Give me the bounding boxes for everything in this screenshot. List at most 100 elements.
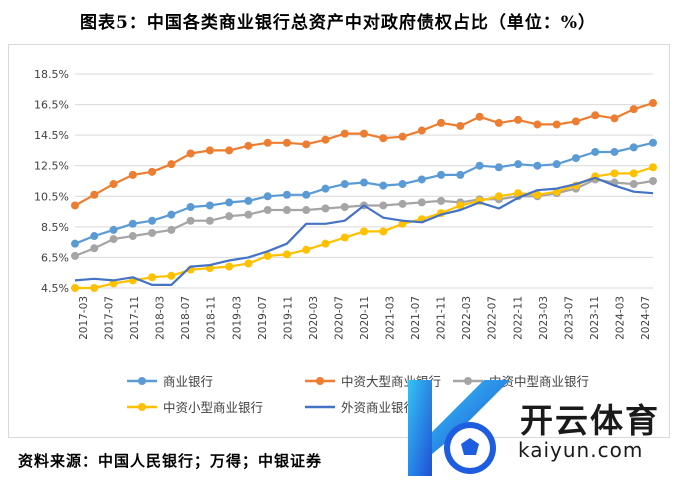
- data-point: [649, 138, 657, 147]
- data-point: [398, 199, 407, 208]
- data-point: [398, 132, 407, 141]
- legend-label: 外资商业银行: [341, 400, 416, 415]
- data-point: [360, 129, 368, 138]
- data-point: [186, 149, 195, 158]
- data-point: [90, 284, 99, 292]
- data-point: [205, 216, 214, 225]
- data-point: [263, 192, 272, 201]
- chart-frame: 4.5% 6.5% 8.5% 10.5% 12.5% 14.5% 16.5% 18.5% 20…: [8, 44, 670, 438]
- data-point: [282, 206, 291, 215]
- data-point: [379, 227, 388, 236]
- y-tick-label: 12.5%: [34, 160, 69, 173]
- x-tick-label: 2019-07: [257, 296, 269, 340]
- data-point: [571, 154, 580, 163]
- legend-label: 中资小型商业银行: [163, 400, 263, 415]
- data-point: [302, 140, 311, 149]
- data-point: [90, 190, 99, 199]
- data-point: [128, 232, 137, 241]
- data-point: [610, 147, 619, 156]
- data-point: [167, 160, 176, 169]
- y-tick-label: 4.5%: [41, 282, 69, 295]
- legend-swatch-marker: [138, 403, 146, 411]
- data-point: [456, 201, 465, 210]
- data-point: [263, 206, 272, 215]
- data-point: [649, 177, 657, 185]
- x-tick-label: 2019-03: [231, 296, 243, 340]
- watermark-name-en: kaiyun.com: [518, 438, 644, 462]
- data-point: [340, 202, 349, 211]
- data-point: [282, 190, 291, 199]
- legend-swatch-marker: [464, 377, 472, 385]
- x-tick-label: 2020-11: [359, 296, 371, 340]
- y-tick-label: 6.5%: [41, 251, 69, 264]
- x-tick-label: 2017-07: [104, 296, 116, 340]
- data-point: [514, 160, 523, 169]
- data-point: [437, 196, 446, 205]
- x-tick-label: 2024-07: [640, 296, 652, 340]
- data-point: [205, 146, 214, 155]
- x-tick-label: 2023-03: [538, 296, 550, 340]
- legend-swatch-marker: [138, 377, 146, 385]
- data-point: [225, 146, 234, 155]
- x-tick-label: 2021-11: [436, 296, 448, 340]
- data-point: [475, 112, 484, 121]
- x-tick-label: 2021-07: [410, 296, 422, 340]
- data-point: [591, 111, 600, 120]
- data-point: [109, 225, 118, 234]
- line-chart: 4.5% 6.5% 8.5% 10.5% 12.5% 14.5% 16.5% 18.5% 20…: [34, 68, 657, 415]
- watermark-logo: 开云体育 kaiyun.com: [398, 372, 674, 484]
- series-line: [74, 176, 654, 286]
- data-point: [456, 121, 465, 130]
- data-point: [186, 202, 195, 211]
- data-point: [398, 180, 407, 189]
- data-point: [629, 169, 638, 178]
- k-stem-shape: [408, 380, 432, 476]
- x-tick-label: 2018-07: [180, 296, 192, 340]
- data-point: [379, 181, 388, 190]
- x-tick-label: 2020-03: [308, 296, 320, 340]
- data-point: [90, 232, 99, 241]
- data-point: [244, 196, 253, 205]
- data-point: [71, 201, 79, 210]
- x-tick-label: 2022-11: [512, 296, 524, 340]
- data-point: [360, 178, 368, 187]
- data-point: [533, 161, 542, 170]
- data-point: [321, 204, 330, 213]
- data-point: [282, 138, 291, 147]
- data-point: [417, 175, 426, 184]
- data-point: [514, 189, 523, 198]
- data-point: [514, 115, 523, 124]
- data-point: [340, 129, 349, 138]
- data-point: [552, 160, 561, 169]
- data-point: [109, 180, 118, 189]
- data-point: [533, 190, 542, 199]
- data-point: [71, 284, 79, 292]
- x-axis-ticks: 2017-03 2017-07 2017-11 2018-03 2018-07 2018-…: [78, 296, 652, 340]
- data-point: [379, 201, 388, 210]
- watermark-emblem: [408, 380, 510, 476]
- x-tick-label: 2022-07: [487, 296, 499, 340]
- x-tick-label: 2020-07: [333, 296, 345, 340]
- data-point: [475, 161, 484, 170]
- data-point: [128, 219, 137, 228]
- data-point: [417, 126, 426, 135]
- y-tick-label: 18.5%: [34, 68, 69, 81]
- data-point: [302, 190, 311, 199]
- data-point: [263, 251, 272, 260]
- watermark-name-cn: 开云体育: [520, 401, 660, 440]
- data-point: [437, 118, 446, 127]
- data-point: [340, 233, 349, 242]
- data-point: [302, 245, 311, 254]
- x-tick-label: 2024-03: [614, 296, 626, 340]
- data-point: [148, 216, 157, 225]
- data-point: [649, 99, 657, 108]
- x-tick-label: 2017-03: [78, 296, 90, 340]
- data-point: [167, 210, 176, 219]
- data-point: [186, 216, 195, 225]
- source-note: 资料来源：中国人民银行；万得；中银证券: [18, 452, 323, 470]
- x-tick-label: 2017-11: [129, 296, 141, 340]
- data-point: [340, 180, 349, 189]
- data-point: [205, 201, 214, 210]
- data-point: [321, 239, 330, 248]
- legend-label: 商业银行: [163, 374, 213, 389]
